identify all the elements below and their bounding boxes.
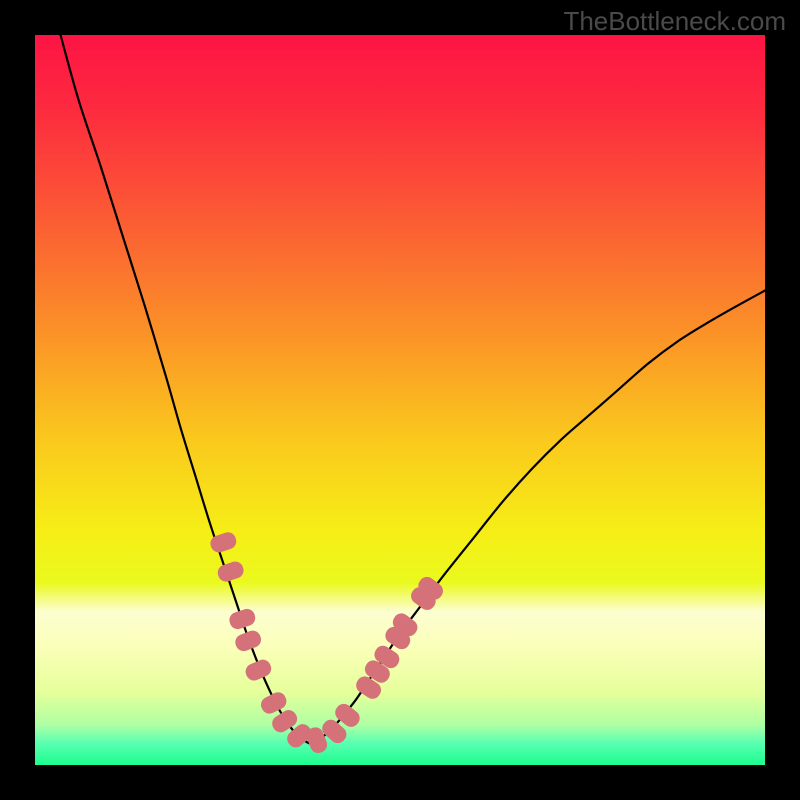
- curve-marker: [227, 607, 257, 631]
- watermark-text: TheBottleneck.com: [563, 6, 786, 37]
- curve-marker: [233, 628, 263, 653]
- chart-plot-area: [35, 35, 765, 765]
- chart-curves-layer: [35, 35, 765, 765]
- curve-left: [61, 35, 309, 743]
- curve-marker: [216, 559, 246, 583]
- curve-marker: [243, 657, 274, 683]
